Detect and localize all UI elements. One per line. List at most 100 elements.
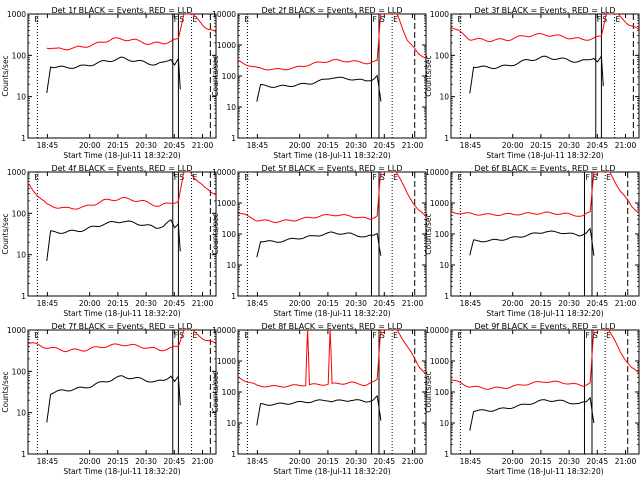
y-tick-label: 10 bbox=[439, 419, 449, 428]
y-tick-label: 1000 bbox=[7, 168, 26, 177]
marker-label-f: F bbox=[597, 15, 601, 24]
y-tick-label: 100 bbox=[12, 209, 27, 218]
marker-label-e: E bbox=[393, 15, 398, 24]
chart-panel: Det 3f BLACK = Events, RED = LLD 1 10 100 10… bbox=[424, 6, 640, 160]
x-tick-label: 18:45 bbox=[247, 141, 269, 150]
marker-label-f: F bbox=[174, 173, 178, 182]
y-tick-label: 10 bbox=[439, 261, 449, 270]
y-tick-label: 1 bbox=[21, 134, 26, 143]
y-tick-label: 10 bbox=[16, 93, 26, 102]
x-tick-label: 20:00 bbox=[502, 141, 524, 150]
y-tick-label: 100 bbox=[222, 230, 237, 239]
x-axis-label: Start Time (18-Jul-11 18:32:20) bbox=[486, 309, 603, 318]
marker-label-f: F bbox=[585, 173, 589, 182]
x-axis-label: Start Time (18-Jul-11 18:32:20) bbox=[63, 151, 180, 160]
chart-panel: Det 5f BLACK = Events, RED = LLD 1 10 100 10… bbox=[211, 164, 427, 318]
y-axis-label: Counts/sec bbox=[424, 371, 433, 412]
plot-frame bbox=[450, 13, 640, 139]
plot-frame bbox=[450, 329, 640, 455]
y-tick-label: 100 bbox=[222, 388, 237, 397]
y-tick-label: 10 bbox=[439, 93, 449, 102]
events-series-line bbox=[469, 54, 604, 94]
events-series-line bbox=[46, 56, 181, 94]
x-tick-label: 18:45 bbox=[460, 457, 482, 466]
y-axis-label: Counts/sec bbox=[1, 371, 10, 412]
x-tick-label: 20:45 bbox=[373, 141, 395, 150]
x-tick-label: 18:45 bbox=[247, 299, 269, 308]
y-tick-label: 1000 bbox=[430, 10, 449, 19]
x-tick-label: 21:00 bbox=[402, 299, 424, 308]
x-tick-label: 20:15 bbox=[317, 141, 339, 150]
marker-label-e: E bbox=[457, 331, 462, 340]
marker-label-e: E bbox=[457, 173, 462, 182]
y-tick-label: 1 bbox=[444, 450, 449, 459]
y-tick-label: 10000 bbox=[212, 326, 236, 335]
x-tick-label: 20:30 bbox=[135, 457, 157, 466]
y-axis-label: Counts/sec bbox=[1, 213, 10, 254]
lld-series-line bbox=[238, 330, 426, 388]
x-axis-label: Start Time (18-Jul-11 18:32:20) bbox=[63, 467, 180, 476]
x-tick-label: 21:00 bbox=[192, 141, 214, 150]
marker-label-s: S bbox=[593, 173, 598, 182]
y-tick-label: 10000 bbox=[425, 326, 449, 335]
plot-frame bbox=[27, 171, 217, 297]
plot-frame bbox=[237, 13, 427, 139]
y-tick-label: 1000 bbox=[7, 10, 26, 19]
x-axis-label: Start Time (18-Jul-11 18:32:20) bbox=[273, 467, 390, 476]
plot-frame bbox=[237, 171, 427, 297]
x-tick-label: 20:30 bbox=[345, 299, 367, 308]
marker-label-f: F bbox=[174, 331, 178, 340]
x-tick-label: 21:00 bbox=[615, 141, 637, 150]
marker-label-f: F bbox=[372, 331, 376, 340]
x-tick-label: 20:30 bbox=[558, 141, 580, 150]
marker-label-f: F bbox=[372, 15, 376, 24]
y-tick-label: 10 bbox=[226, 419, 236, 428]
y-tick-label: 1 bbox=[444, 134, 449, 143]
chart-panel: Det 7f BLACK = Events, RED = LLD 1 10 100 10… bbox=[1, 322, 217, 476]
marker-label-e: E bbox=[606, 331, 611, 340]
y-tick-label: 10000 bbox=[425, 168, 449, 177]
x-tick-label: 20:45 bbox=[163, 299, 185, 308]
chart-panel: Det 6f BLACK = Events, RED = LLD 1 10 100 10… bbox=[424, 164, 640, 318]
x-tick-label: 20:45 bbox=[586, 457, 608, 466]
x-tick-label: 20:15 bbox=[530, 141, 552, 150]
x-tick-label: 20:30 bbox=[135, 141, 157, 150]
chart-panel: Det 4f BLACK = Events, RED = LLD 1 10 100 10… bbox=[1, 164, 217, 318]
x-tick-label: 20:00 bbox=[289, 457, 311, 466]
events-series-line bbox=[256, 74, 382, 102]
marker-label-e: E bbox=[393, 173, 398, 182]
x-tick-label: 20:15 bbox=[317, 457, 339, 466]
marker-label-e: E bbox=[244, 15, 249, 24]
events-series-line bbox=[469, 227, 595, 256]
y-tick-label: 10 bbox=[16, 251, 26, 260]
lld-series-line bbox=[238, 14, 426, 71]
x-tick-label: 20:00 bbox=[289, 141, 311, 150]
chart-panel: Det 9f BLACK = Events, RED = LLD 1 10 100 10… bbox=[424, 322, 640, 476]
plot-frame bbox=[237, 329, 427, 455]
x-tick-label: 20:45 bbox=[586, 299, 608, 308]
events-series-line bbox=[256, 394, 382, 426]
marker-label-e: E bbox=[457, 15, 462, 24]
x-tick-label: 20:00 bbox=[502, 457, 524, 466]
x-tick-label: 20:30 bbox=[558, 299, 580, 308]
y-tick-label: 1 bbox=[231, 134, 236, 143]
x-tick-label: 20:30 bbox=[345, 141, 367, 150]
x-tick-label: 18:45 bbox=[37, 457, 59, 466]
lld-series-line bbox=[451, 14, 639, 43]
marker-label-s: S bbox=[380, 15, 385, 24]
y-axis-label: Counts/sec bbox=[211, 213, 220, 254]
x-tick-label: 21:00 bbox=[402, 141, 424, 150]
x-tick-label: 20:00 bbox=[289, 299, 311, 308]
y-tick-label: 100 bbox=[435, 51, 450, 60]
events-series-line bbox=[46, 219, 181, 261]
marker-label-e: E bbox=[193, 331, 198, 340]
marker-label-e: E bbox=[34, 331, 39, 340]
lld-series-line bbox=[451, 172, 639, 217]
y-axis-label: Counts/sec bbox=[424, 213, 433, 254]
x-tick-label: 20:15 bbox=[107, 457, 129, 466]
plot-frame bbox=[27, 329, 217, 455]
x-tick-label: 21:00 bbox=[615, 299, 637, 308]
x-tick-label: 18:45 bbox=[460, 141, 482, 150]
y-tick-label: 1000 bbox=[7, 326, 26, 335]
